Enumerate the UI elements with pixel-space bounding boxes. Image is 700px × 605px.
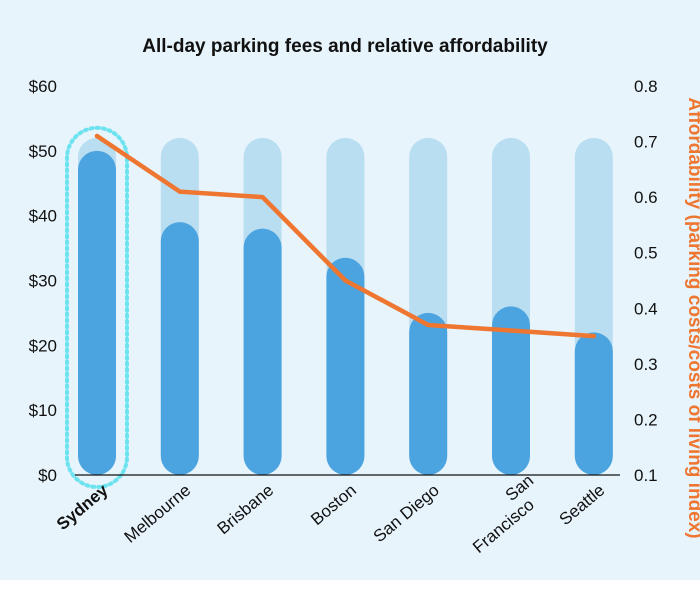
affordability-point [426,322,431,328]
affordability-point [177,189,182,194]
right-axis-tick-label: 0.1 [634,466,658,485]
left-axis-tick-label: $30 [29,272,57,291]
bar-boston [326,257,365,475]
right-axis-tick-label: 0.2 [634,410,658,429]
left-axis-tick-label: $60 [29,77,57,96]
bar-san-francisco [492,306,530,475]
left-axis-tick-label: $10 [29,401,57,420]
bar-seattle [574,332,613,475]
left-axis-tick-label: $50 [29,142,57,161]
highlight-outline-sydney [65,125,129,489]
right-axis-tick-label: 0.7 [634,133,658,152]
right-axis-tick-label: 0.4 [634,299,658,318]
left-axis-tick-label: $0 [38,466,57,485]
right-axis-tick-label: 0.6 [634,188,658,207]
affordability-point [508,328,514,333]
bar-melbourne [160,222,199,475]
bar-san-diego [409,312,448,475]
affordability-point [94,133,100,139]
affordability-point [591,333,596,339]
chart-title: All-day parking fees and relative afford… [142,36,548,57]
right-axis-label: Affordability (parking costs/costs of li… [684,97,700,538]
left-axis-tick-label: $40 [29,207,57,226]
affordability-point [343,278,348,283]
left-axis-tick-label: $20 [29,336,57,355]
right-axis-tick-label: 0.8 [634,77,658,96]
affordability-point [260,194,265,200]
right-axis-tick-label: 0.3 [634,355,658,374]
bar-sydney [78,150,116,476]
right-axis-tick-label: 0.5 [634,244,658,263]
bar-brisbane [243,228,282,475]
